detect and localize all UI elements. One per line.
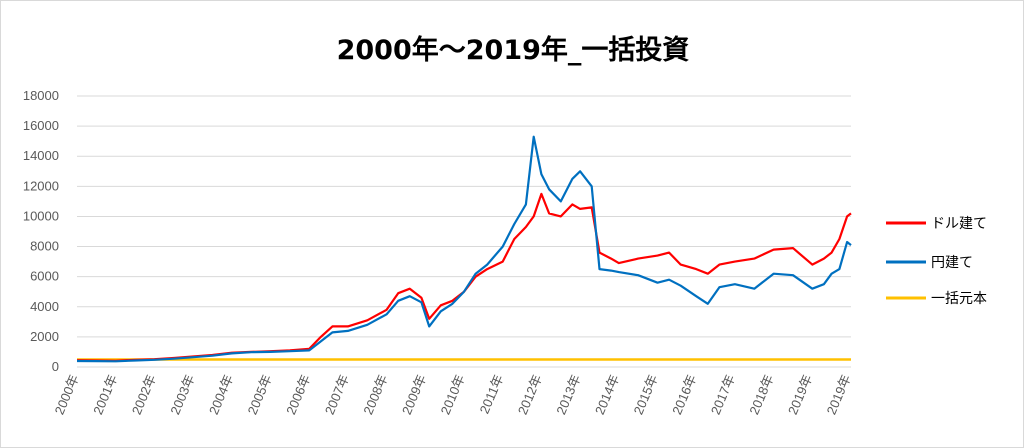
chart-title: 2000年～2019年_一括投資 xyxy=(337,34,690,66)
series-layer xyxy=(76,135,852,363)
y-tick-label: 8000 xyxy=(30,239,59,254)
x-tick-label: 2016年 xyxy=(669,372,699,416)
y-tick-label: 0 xyxy=(52,359,59,374)
legend-label: 一括元本 xyxy=(931,291,987,307)
legend-label: ドル建て xyxy=(931,216,987,232)
x-tick-label: 2007年 xyxy=(322,372,352,416)
x-tick-label: 2002年 xyxy=(129,372,159,416)
grid-layer xyxy=(77,95,851,368)
x-tick-label: 2010年 xyxy=(438,372,468,416)
y-tick-label: 2000 xyxy=(30,329,59,344)
y-tick-label: 12000 xyxy=(23,178,59,193)
series-line-1 xyxy=(76,135,852,363)
x-tick-label: 2006年 xyxy=(283,372,313,416)
x-tick-label: 2005年 xyxy=(245,372,275,416)
y-axis-ticks: 0 2000 4000 6000 8000 10000 12000 14000 16000 180… xyxy=(23,88,59,374)
legend-label: 円建て xyxy=(931,255,973,271)
x-axis-ticks: 2000年 2001年 2002年 2003年 2004年 2005年 2006年 2007年… xyxy=(52,372,854,416)
x-tick-label: 2019年 xyxy=(785,372,815,416)
y-tick-label: 4000 xyxy=(30,299,59,314)
y-tick-label: 14000 xyxy=(23,148,59,163)
x-tick-label: 2013年 xyxy=(553,372,583,416)
x-tick-label: 2011年 xyxy=(477,372,507,416)
x-tick-label: 2000年 xyxy=(52,372,82,416)
x-tick-label: 2003年 xyxy=(167,372,197,416)
x-tick-label: 2012年 xyxy=(515,372,545,416)
x-tick-label: 2014年 xyxy=(592,372,622,416)
y-tick-label: 6000 xyxy=(30,269,59,284)
series-line-0 xyxy=(76,192,852,362)
x-tick-label: 2001年 xyxy=(90,372,120,416)
y-tick-label: 10000 xyxy=(23,208,59,223)
x-tick-label: 2004年 xyxy=(206,372,236,416)
x-tick-label: 2019年 xyxy=(824,372,854,416)
x-tick-label: 2015年 xyxy=(631,372,661,416)
y-tick-label: 18000 xyxy=(23,88,59,103)
x-tick-label: 2009年 xyxy=(399,372,429,416)
x-tick-label: 2008年 xyxy=(360,372,390,416)
y-tick-label: 16000 xyxy=(23,118,59,133)
x-tick-label: 2018年 xyxy=(746,372,776,416)
x-tick-label: 2017年 xyxy=(708,372,738,416)
